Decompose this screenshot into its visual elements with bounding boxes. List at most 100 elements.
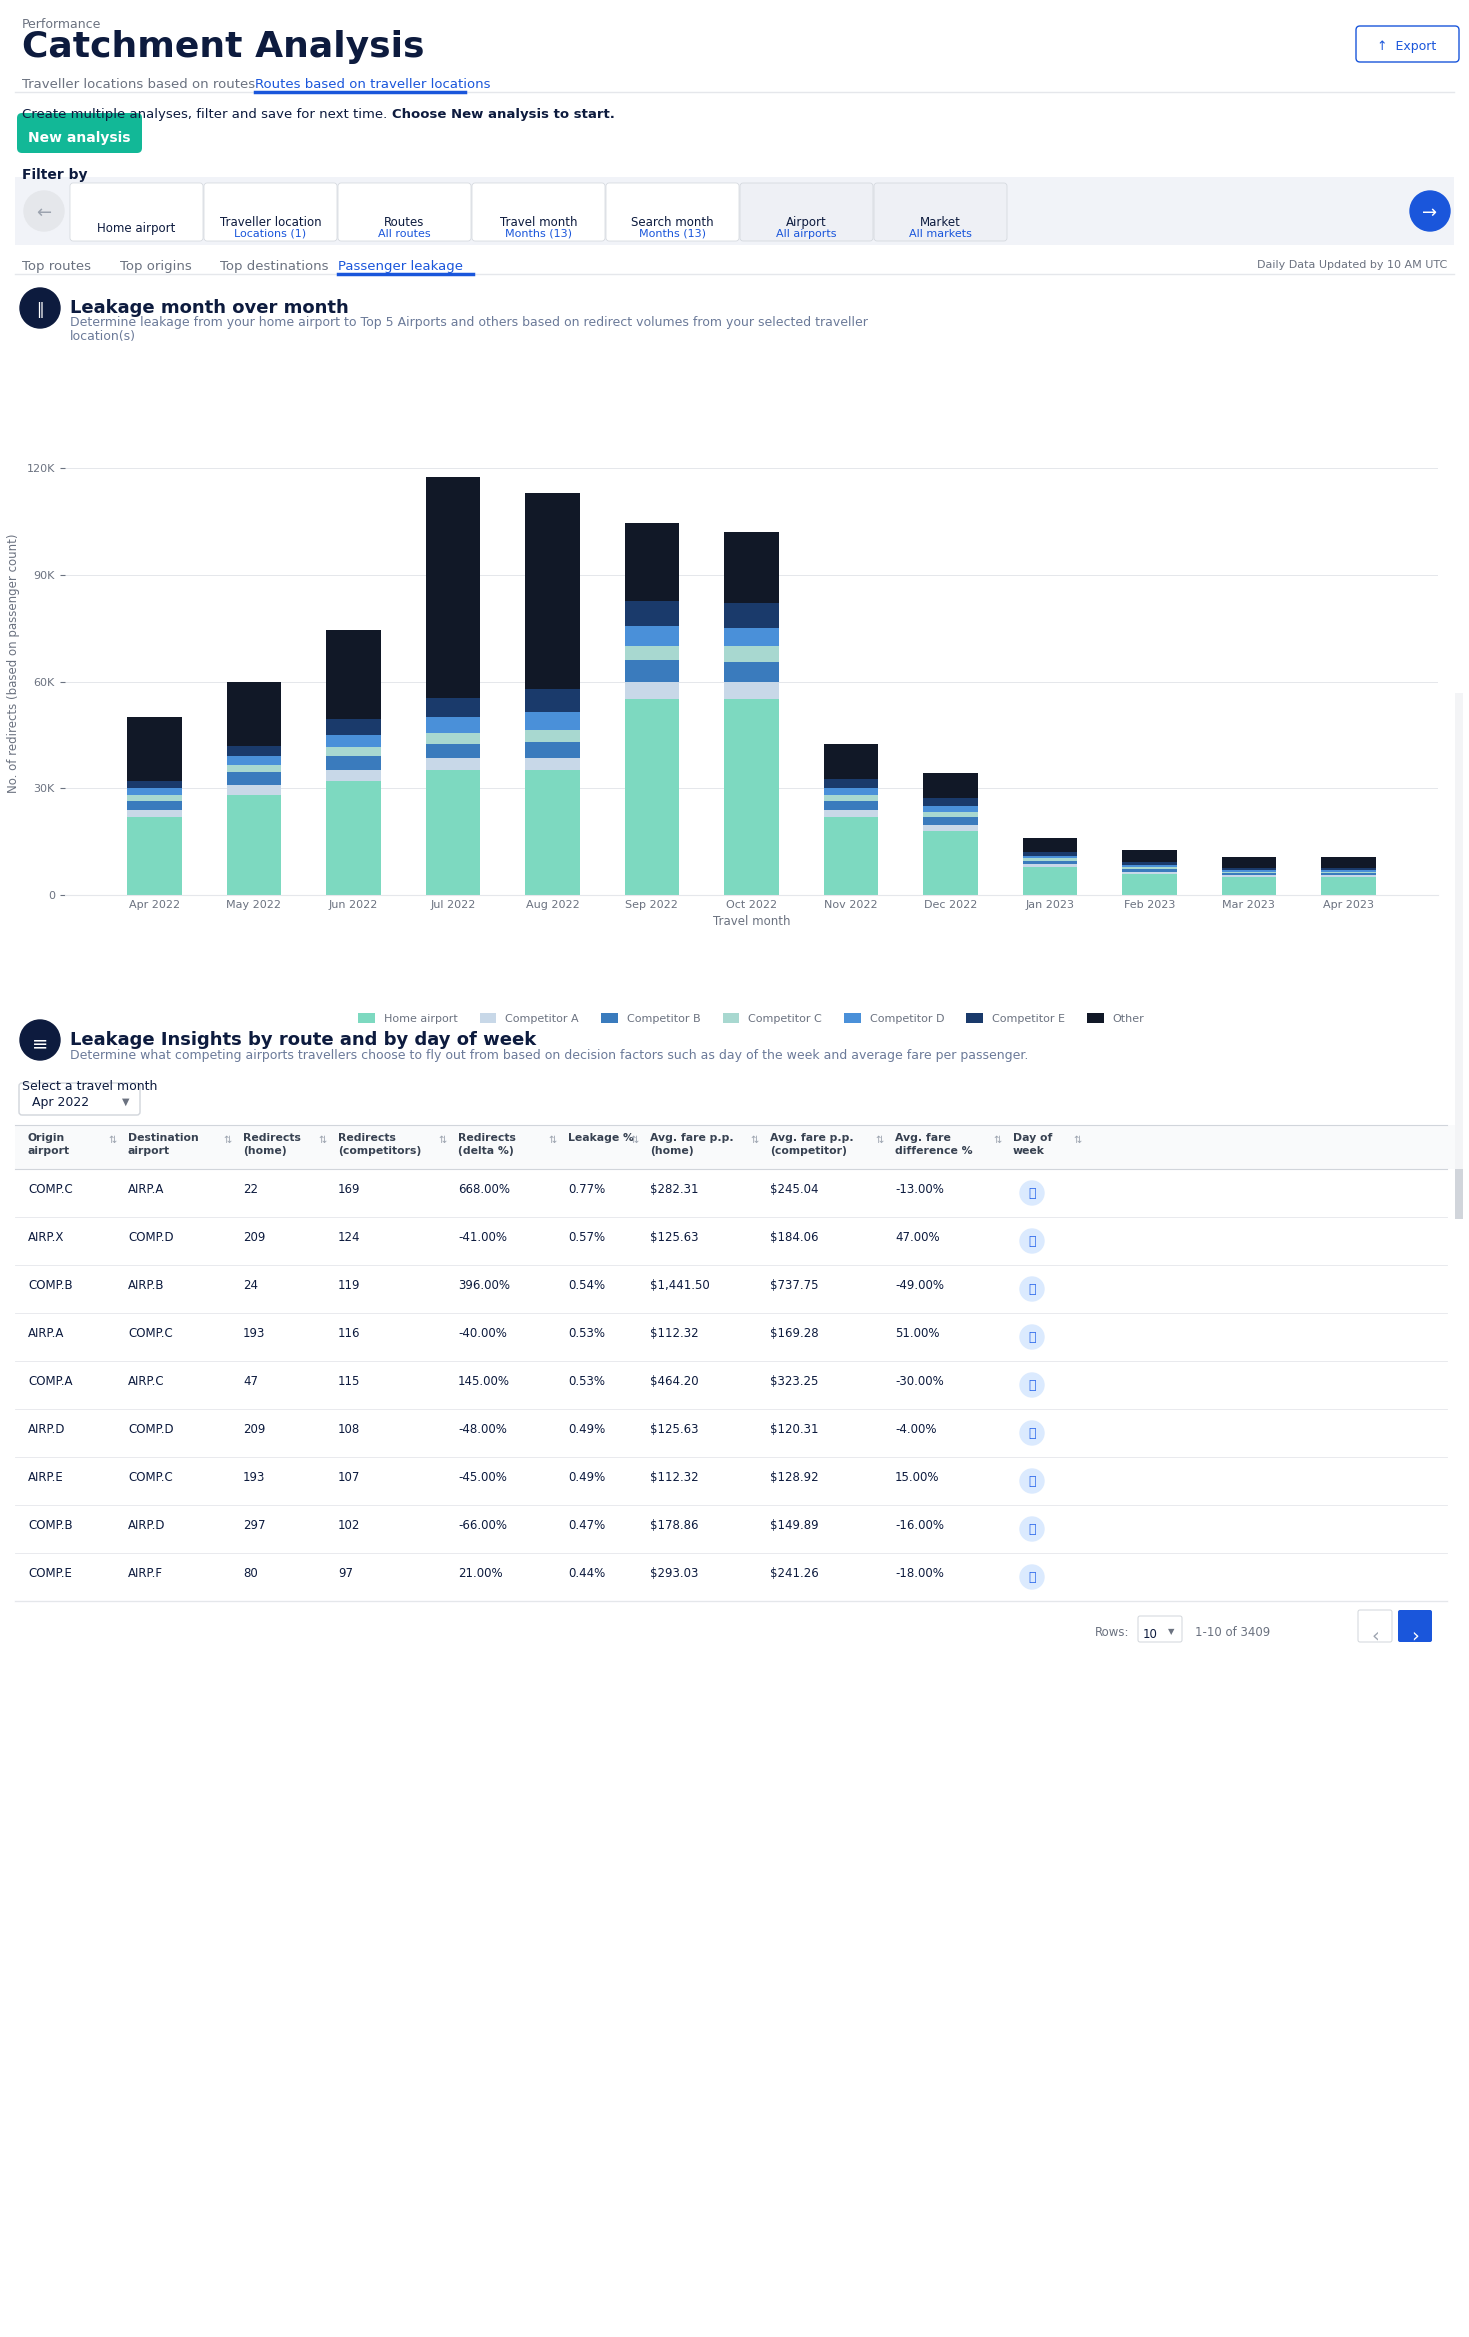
Text: -30.00%: -30.00% xyxy=(895,1374,943,1388)
Text: 10: 10 xyxy=(1143,1629,1158,1641)
Text: 47.00%: 47.00% xyxy=(895,1232,940,1243)
Bar xyxy=(923,797,978,806)
Bar xyxy=(1454,694,1463,1168)
Bar xyxy=(426,477,480,696)
Bar xyxy=(923,806,978,813)
Text: COMP.D: COMP.D xyxy=(128,1423,173,1435)
Bar xyxy=(426,743,480,757)
Text: COMP.B: COMP.B xyxy=(28,1278,72,1292)
Bar xyxy=(524,493,580,689)
Text: -18.00%: -18.00% xyxy=(895,1568,945,1580)
Circle shape xyxy=(21,287,60,327)
Bar xyxy=(326,734,380,748)
Bar xyxy=(1222,876,1277,895)
Bar xyxy=(426,734,480,743)
Text: -40.00%: -40.00% xyxy=(458,1327,507,1339)
Text: ⇅: ⇅ xyxy=(876,1136,883,1145)
Text: (competitors): (competitors) xyxy=(338,1145,422,1157)
Bar xyxy=(226,757,281,764)
Bar xyxy=(1022,865,1077,867)
Bar xyxy=(1321,858,1376,867)
Text: COMP.C: COMP.C xyxy=(128,1470,173,1484)
Bar xyxy=(15,1409,1454,1456)
Text: Passenger leakage: Passenger leakage xyxy=(338,259,463,273)
Bar xyxy=(326,748,380,757)
Text: airport: airport xyxy=(128,1145,170,1157)
Text: 0.44%: 0.44% xyxy=(569,1568,605,1580)
Text: All airports: All airports xyxy=(776,229,837,238)
Text: $120.31: $120.31 xyxy=(770,1423,818,1435)
Text: New analysis: New analysis xyxy=(28,131,131,145)
Text: Day of: Day of xyxy=(1014,1133,1052,1143)
Bar xyxy=(624,659,679,682)
Text: AIRP.C: AIRP.C xyxy=(128,1374,165,1388)
Bar xyxy=(624,645,679,659)
Text: COMP.B: COMP.B xyxy=(28,1519,72,1533)
Text: AIRP.E: AIRP.E xyxy=(28,1470,63,1484)
Bar xyxy=(1122,851,1177,862)
Text: Avg. fare p.p.: Avg. fare p.p. xyxy=(649,1133,733,1143)
Text: ⇅: ⇅ xyxy=(630,1136,638,1145)
Text: Leakage Insights by route and by day of week: Leakage Insights by route and by day of … xyxy=(71,1031,536,1049)
FancyBboxPatch shape xyxy=(874,182,1008,241)
Text: COMP.E: COMP.E xyxy=(28,1568,72,1580)
Bar xyxy=(923,774,978,797)
Text: -16.00%: -16.00% xyxy=(895,1519,945,1533)
Text: $241.26: $241.26 xyxy=(770,1568,818,1580)
Bar xyxy=(624,682,679,699)
Bar xyxy=(1321,867,1376,869)
Bar xyxy=(824,809,878,816)
Text: (home): (home) xyxy=(242,1145,286,1157)
Text: Redirects: Redirects xyxy=(458,1133,516,1143)
Text: Select a travel month: Select a travel month xyxy=(22,1080,157,1094)
Text: location(s): location(s) xyxy=(71,330,137,344)
Text: 👁: 👁 xyxy=(1028,1283,1036,1297)
Text: 297: 297 xyxy=(242,1519,266,1533)
Bar xyxy=(426,757,480,771)
Bar xyxy=(128,788,182,795)
Bar xyxy=(226,682,281,746)
Bar xyxy=(524,689,580,713)
Bar xyxy=(724,699,779,895)
Text: Destination: Destination xyxy=(128,1133,198,1143)
Circle shape xyxy=(1410,192,1450,231)
Text: 47: 47 xyxy=(242,1374,259,1388)
Text: 193: 193 xyxy=(242,1470,266,1484)
Text: -4.00%: -4.00% xyxy=(895,1423,937,1435)
Bar xyxy=(226,785,281,795)
Text: 116: 116 xyxy=(338,1327,360,1339)
Text: ←: ← xyxy=(37,203,51,222)
Bar xyxy=(724,603,779,629)
Text: Months (13): Months (13) xyxy=(639,229,707,238)
Text: -45.00%: -45.00% xyxy=(458,1470,507,1484)
Bar xyxy=(624,601,679,626)
Text: $112.32: $112.32 xyxy=(649,1327,699,1339)
Bar xyxy=(426,717,480,734)
Text: 209: 209 xyxy=(242,1423,266,1435)
Bar xyxy=(724,533,779,603)
Bar xyxy=(426,696,480,717)
Bar xyxy=(524,743,580,757)
Bar xyxy=(1454,1168,1463,1220)
Text: difference %: difference % xyxy=(895,1145,972,1157)
Text: 119: 119 xyxy=(338,1278,360,1292)
Bar xyxy=(824,795,878,802)
Text: 169: 169 xyxy=(338,1183,360,1197)
FancyBboxPatch shape xyxy=(607,182,739,241)
Text: ⇅: ⇅ xyxy=(548,1136,557,1145)
Text: week: week xyxy=(1014,1145,1044,1157)
Bar xyxy=(128,809,182,816)
Bar xyxy=(1222,858,1277,867)
Text: 24: 24 xyxy=(242,1278,259,1292)
Bar xyxy=(1022,839,1077,853)
Text: ⇅: ⇅ xyxy=(993,1136,1002,1145)
Text: COMP.C: COMP.C xyxy=(28,1183,73,1197)
Bar xyxy=(326,720,380,734)
Text: 124: 124 xyxy=(338,1232,360,1243)
Text: Top routes: Top routes xyxy=(22,259,91,273)
Bar xyxy=(15,1264,1454,1313)
Bar xyxy=(824,743,878,781)
Bar xyxy=(326,781,380,895)
Text: $112.32: $112.32 xyxy=(649,1470,699,1484)
Text: Airport: Airport xyxy=(786,215,827,229)
